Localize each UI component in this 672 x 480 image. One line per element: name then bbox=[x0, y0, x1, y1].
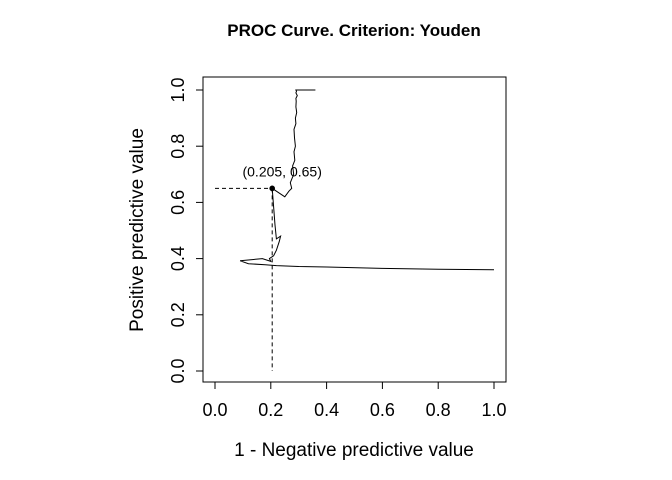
optimal-point-label: (0.205, 0.65) bbox=[242, 163, 321, 179]
y-tick-label: 0.8 bbox=[168, 134, 188, 159]
x-tick-label: 0.6 bbox=[370, 400, 395, 420]
x-axis: 0.0 0.2 0.4 0.6 0.8 1.0 bbox=[202, 381, 507, 420]
x-tick-label: 0.8 bbox=[426, 400, 451, 420]
x-tick-label: 0.2 bbox=[258, 400, 283, 420]
chart-title: PROC Curve. Criterion: Youden bbox=[227, 21, 480, 40]
y-tick-label: 1.0 bbox=[168, 77, 188, 102]
y-tick-label: 0.4 bbox=[168, 246, 188, 271]
x-tick-label: 1.0 bbox=[481, 400, 506, 420]
y-axis: 0.0 0.2 0.4 0.6 0.8 1.0 bbox=[168, 77, 204, 384]
plot-frame bbox=[202, 76, 507, 383]
x-tick-label: 0.0 bbox=[202, 400, 227, 420]
x-tick-label: 0.4 bbox=[314, 400, 339, 420]
y-tick-label: 0.2 bbox=[168, 302, 188, 327]
y-tick-label: 0.6 bbox=[168, 190, 188, 215]
y-axis-label: Positive predictive value bbox=[127, 128, 148, 332]
x-axis-label: 1 - Negative predictive value bbox=[234, 440, 474, 461]
plot-area: (0.205, 0.65) bbox=[215, 89, 495, 371]
series-line bbox=[239, 89, 495, 271]
optimal-point bbox=[269, 185, 275, 192]
y-tick-label: 0.0 bbox=[168, 358, 188, 383]
